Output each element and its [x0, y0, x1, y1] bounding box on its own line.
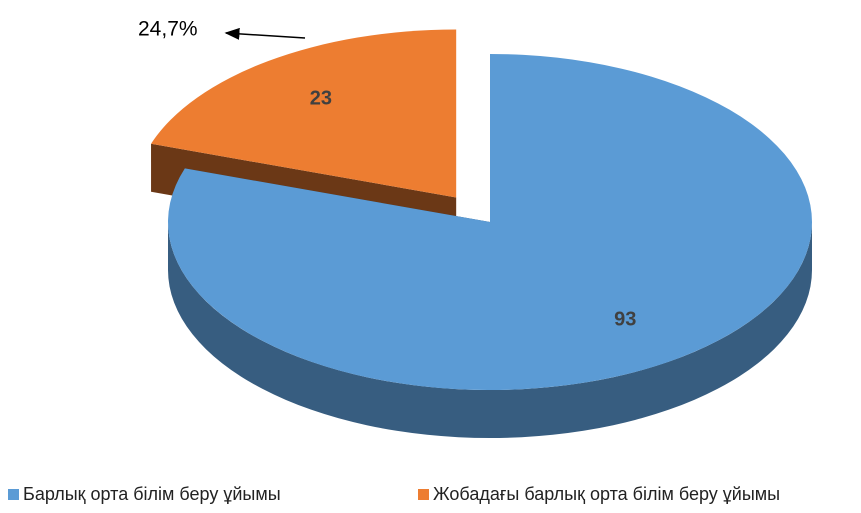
slice: [167, 54, 813, 390]
data-label: 23: [310, 87, 332, 109]
legend-label: Жобадағы барлық орта білім беру ұйымы: [433, 484, 780, 504]
annotation: 24,7%: [138, 18, 198, 41]
annotation-arrow: [224, 27, 306, 40]
legend-label: Барлық орта білім беру ұйымы: [23, 484, 281, 504]
data-label: 93: [614, 309, 636, 331]
legend-swatch: [418, 489, 429, 500]
legend: Барлық орта білім беру ұйымы Жобадағы бар…: [8, 484, 780, 504]
slice-wall: [168, 222, 812, 438]
slice: [151, 29, 457, 198]
legend-swatch: [8, 489, 19, 500]
pie: 23 93: [151, 29, 813, 438]
